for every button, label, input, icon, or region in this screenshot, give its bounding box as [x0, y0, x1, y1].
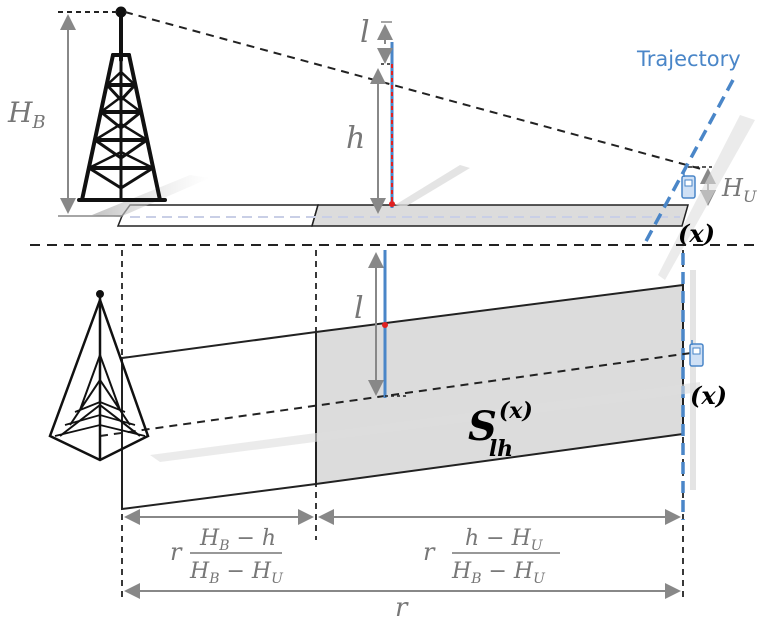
los-line-top — [124, 11, 706, 171]
trajectory-shadow — [658, 115, 755, 280]
tower-icon — [77, 6, 167, 202]
s-lh-label: S(x) lh — [468, 398, 533, 462]
x-label-upper: (𝒙) — [678, 219, 715, 248]
trajectory-label: Trajectory — [636, 47, 741, 71]
phone-icon — [681, 172, 696, 199]
los-line-bottom — [99, 351, 699, 437]
fraction-1: r HB − h HB − HU — [170, 526, 284, 587]
svg-text:HB − HU: HB − HU — [189, 559, 284, 587]
hu-label: HU — [721, 174, 757, 206]
trajectory-shadow-lower — [690, 270, 696, 490]
tower-topview-icon — [48, 290, 150, 462]
region-white — [121, 330, 317, 511]
pole-shadow — [395, 165, 470, 207]
r-label: r — [395, 593, 409, 620]
ground-strip — [116, 204, 689, 227]
tower-shadow — [92, 175, 210, 217]
trajectory-line-upper — [643, 79, 735, 244]
bottom-dimensions — [124, 509, 681, 599]
l-label-mid: l — [354, 291, 364, 326]
l-dimension-top — [377, 21, 393, 65]
svg-text:r: r — [423, 538, 436, 566]
x-label-lower: (𝒙) — [690, 381, 727, 410]
svg-text:h − HU: h − HU — [465, 526, 544, 554]
hb-label: HB — [7, 96, 46, 133]
h-label: h — [346, 121, 365, 156]
los-shadow — [150, 382, 700, 462]
svg-text:HB − HU: HB − HU — [451, 559, 546, 587]
fraction-2: r h − HU HB − HU — [423, 526, 560, 587]
obstacle-pole — [389, 42, 395, 208]
phone-icon-lower — [689, 340, 704, 367]
l-label-top: l — [360, 15, 370, 50]
svg-text:HB − h: HB − h — [199, 526, 276, 554]
hb-dimension — [58, 11, 122, 217]
svg-text:r: r — [170, 538, 183, 566]
